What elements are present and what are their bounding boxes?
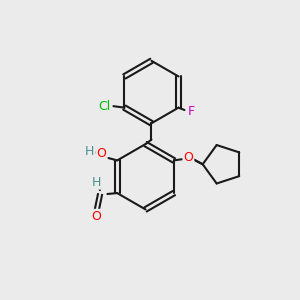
Text: H: H xyxy=(85,145,94,158)
Text: O: O xyxy=(184,151,194,164)
Text: H: H xyxy=(92,176,101,189)
Text: Cl: Cl xyxy=(98,100,111,113)
Text: O: O xyxy=(97,147,106,160)
Text: F: F xyxy=(188,105,195,118)
Text: O: O xyxy=(92,210,101,223)
